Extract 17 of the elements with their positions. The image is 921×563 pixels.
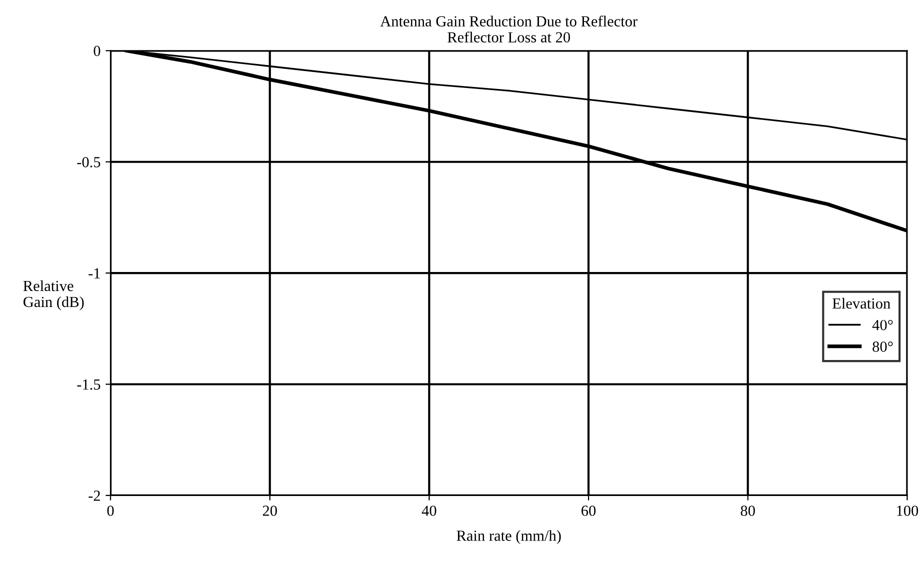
x-tick-label: 40: [422, 506, 436, 516]
chart-title: Antenna Gain Reduction Due to Reflector Reflector Loss at 20: [380, 16, 638, 42]
x-tick-label: 20: [262, 506, 277, 516]
y-tick-label: 0: [94, 46, 100, 56]
legend-title: Elevation: [832, 298, 890, 309]
x-tick-label: 80: [740, 506, 755, 516]
legend-label: 80°: [872, 342, 893, 352]
y-axis-title: Relative Gain (dB): [23, 280, 84, 310]
x-tick-label: 0: [107, 506, 114, 516]
y-tick-label: -1: [88, 268, 100, 278]
y-tick-label: -2: [88, 490, 100, 501]
y-tick-label: -0.5: [77, 157, 100, 168]
y-tick-label: -1.5: [77, 379, 100, 390]
legend-label: 40°: [872, 320, 893, 330]
x-tick-label: 60: [582, 506, 596, 516]
x-tick-label: 100: [897, 506, 918, 516]
x-axis-title: Rain rate (mm/h): [456, 530, 561, 544]
